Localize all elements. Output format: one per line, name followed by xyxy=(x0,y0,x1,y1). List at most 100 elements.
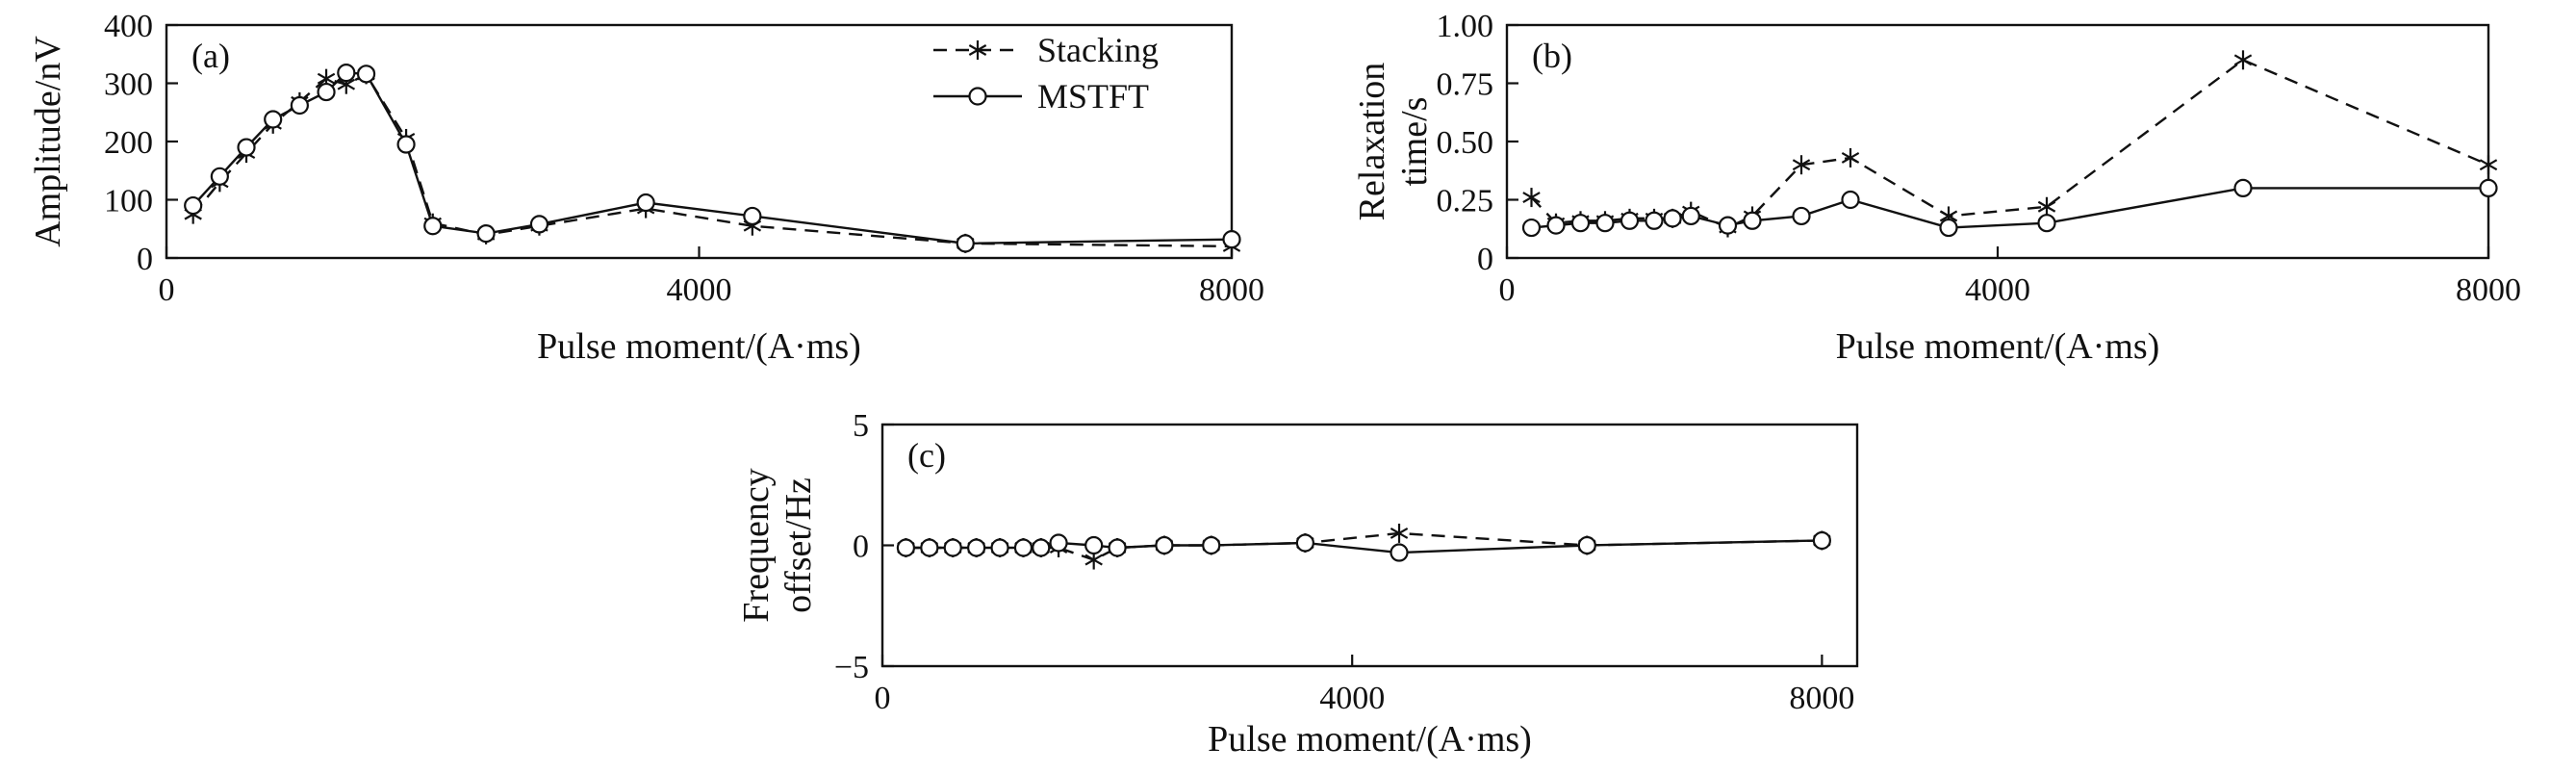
chart-c: 0 4000 8000−505(c)Pulse moment/(A·ms)Frequ… xyxy=(736,408,1859,760)
asterisk-marker-icon xyxy=(1390,527,1409,539)
y-tick-label: 0 xyxy=(1477,242,1493,277)
y-tick-label: 400 xyxy=(104,9,153,44)
x-tick-label: 4000 xyxy=(1319,681,1385,716)
series-line-stacking xyxy=(191,72,1233,248)
y-tick-label: 100 xyxy=(104,184,153,219)
circle-marker-icon xyxy=(423,217,443,236)
circle-marker-icon xyxy=(1620,211,1640,230)
y-tick-label: 300 xyxy=(104,67,153,103)
circle-marker-icon xyxy=(290,95,309,116)
circle-marker-icon xyxy=(1521,218,1542,238)
circle-marker-icon xyxy=(943,538,962,557)
circle-marker-icon xyxy=(990,538,1009,557)
circle-marker-icon xyxy=(1546,216,1566,235)
circle-marker-icon xyxy=(1084,535,1104,555)
chart-b: 0 4000 8000 0 0.25 0.50 0.75 1.00 (b) Pulse momen… xyxy=(1352,9,2521,367)
y-tick-label: 5 xyxy=(853,408,869,444)
asterisk-marker-icon xyxy=(1084,554,1103,566)
circle-marker-icon xyxy=(1595,214,1615,233)
asterisk-marker-icon xyxy=(1841,151,1860,164)
circle-marker-icon xyxy=(1570,214,1591,233)
circle-marker-icon xyxy=(1663,209,1682,228)
x-axis-label: Pulse moment/(A·ms) xyxy=(1836,326,2160,367)
y-tick-label: 0 xyxy=(137,242,153,277)
circle-marker-icon xyxy=(184,195,203,216)
circle-marker-icon xyxy=(743,206,762,226)
x-tick-label: 8000 xyxy=(2456,272,2521,308)
y-tick-label: 0.75 xyxy=(1437,67,1494,103)
chart-a: 0 4000 8000 0 100 200 300 400 (a) Pulse moment/(A… xyxy=(28,9,1264,367)
y-tick-label: 0 xyxy=(853,529,869,565)
y-tick-label: 0.50 xyxy=(1437,125,1494,161)
circle-marker-icon xyxy=(1295,533,1314,553)
x-tick-label: 0 xyxy=(875,681,891,716)
circle-marker-icon xyxy=(356,64,376,84)
y-axis-label: Frequency xyxy=(736,468,777,622)
circle-marker-icon xyxy=(529,215,549,234)
circle-marker-icon xyxy=(896,538,916,557)
circle-marker-icon xyxy=(1792,206,1811,226)
asterisk-marker-icon xyxy=(2233,54,2253,66)
circle-marker-icon xyxy=(1032,538,1051,557)
x-tick-label: 4000 xyxy=(1965,272,2030,308)
asterisk-marker-icon xyxy=(1522,192,1541,204)
y-tick-label: −5 xyxy=(834,650,869,685)
circle-marker-icon xyxy=(1013,538,1033,557)
circle-marker-icon xyxy=(1222,230,1241,249)
circle-marker-icon xyxy=(968,87,987,106)
circle-marker-icon xyxy=(237,138,256,157)
y-axis-label: time/s xyxy=(1394,97,1435,187)
x-tick-label: 4000 xyxy=(667,272,732,308)
circle-marker-icon xyxy=(1939,218,1958,238)
y-axis-label: Relaxation xyxy=(1352,63,1392,221)
circle-marker-icon xyxy=(1155,535,1174,555)
circle-marker-icon xyxy=(967,538,986,557)
x-tick-label: 8000 xyxy=(1789,681,1854,716)
asterisk-marker-icon xyxy=(2037,200,2056,213)
circle-marker-icon xyxy=(2479,178,2498,197)
panel-label: (c) xyxy=(907,436,946,475)
circle-marker-icon xyxy=(1841,190,1860,210)
asterisk-marker-icon xyxy=(2479,159,2498,171)
circle-marker-icon xyxy=(1681,206,1700,226)
circle-marker-icon xyxy=(1743,211,1762,230)
legend: Stacking MSTFT xyxy=(933,31,1159,116)
circle-marker-icon xyxy=(337,64,356,83)
series-line-mstft xyxy=(191,71,1233,245)
circle-marker-icon xyxy=(1049,533,1068,553)
x-axis-label: Pulse moment/(A·ms) xyxy=(537,326,861,367)
legend-label-stacking: Stacking xyxy=(1037,31,1159,69)
y-tick-label: 200 xyxy=(104,125,153,161)
circle-marker-icon xyxy=(956,234,975,253)
circle-marker-icon xyxy=(2037,214,2056,233)
legend-label-mstft: MSTFT xyxy=(1037,77,1149,116)
x-tick-label: 0 xyxy=(159,272,175,308)
circle-marker-icon xyxy=(636,193,655,213)
circle-marker-icon xyxy=(264,110,283,129)
x-tick-label: 8000 xyxy=(1199,272,1264,308)
y-tick-label: 1.00 xyxy=(1437,9,1494,44)
asterisk-marker-icon xyxy=(1939,210,1958,222)
y-axis-label: Amplitude/nV xyxy=(28,36,68,247)
circle-marker-icon xyxy=(920,538,939,557)
circle-marker-icon xyxy=(476,223,496,244)
asterisk-marker-icon xyxy=(968,44,987,56)
circle-marker-icon xyxy=(1202,535,1221,555)
circle-marker-icon xyxy=(1812,530,1831,551)
asterisk-marker-icon xyxy=(337,78,356,90)
y-axis-label: offset/Hz xyxy=(778,477,819,613)
circle-marker-icon xyxy=(1390,543,1409,562)
series-markers-mstft xyxy=(184,64,1241,253)
series-line-mstft xyxy=(1531,187,2488,229)
panel-label: (b) xyxy=(1532,37,1572,75)
series-line-stacking xyxy=(1530,58,2489,229)
circle-marker-icon xyxy=(210,167,229,186)
circle-marker-icon xyxy=(1108,538,1127,557)
series-line-mstft xyxy=(905,539,1823,554)
circle-marker-icon xyxy=(1718,216,1738,235)
circle-marker-icon xyxy=(317,82,336,102)
series-markers-mstft xyxy=(896,530,1831,562)
y-tick-label: 0.25 xyxy=(1437,184,1494,219)
series-line-stacking xyxy=(905,531,1823,561)
